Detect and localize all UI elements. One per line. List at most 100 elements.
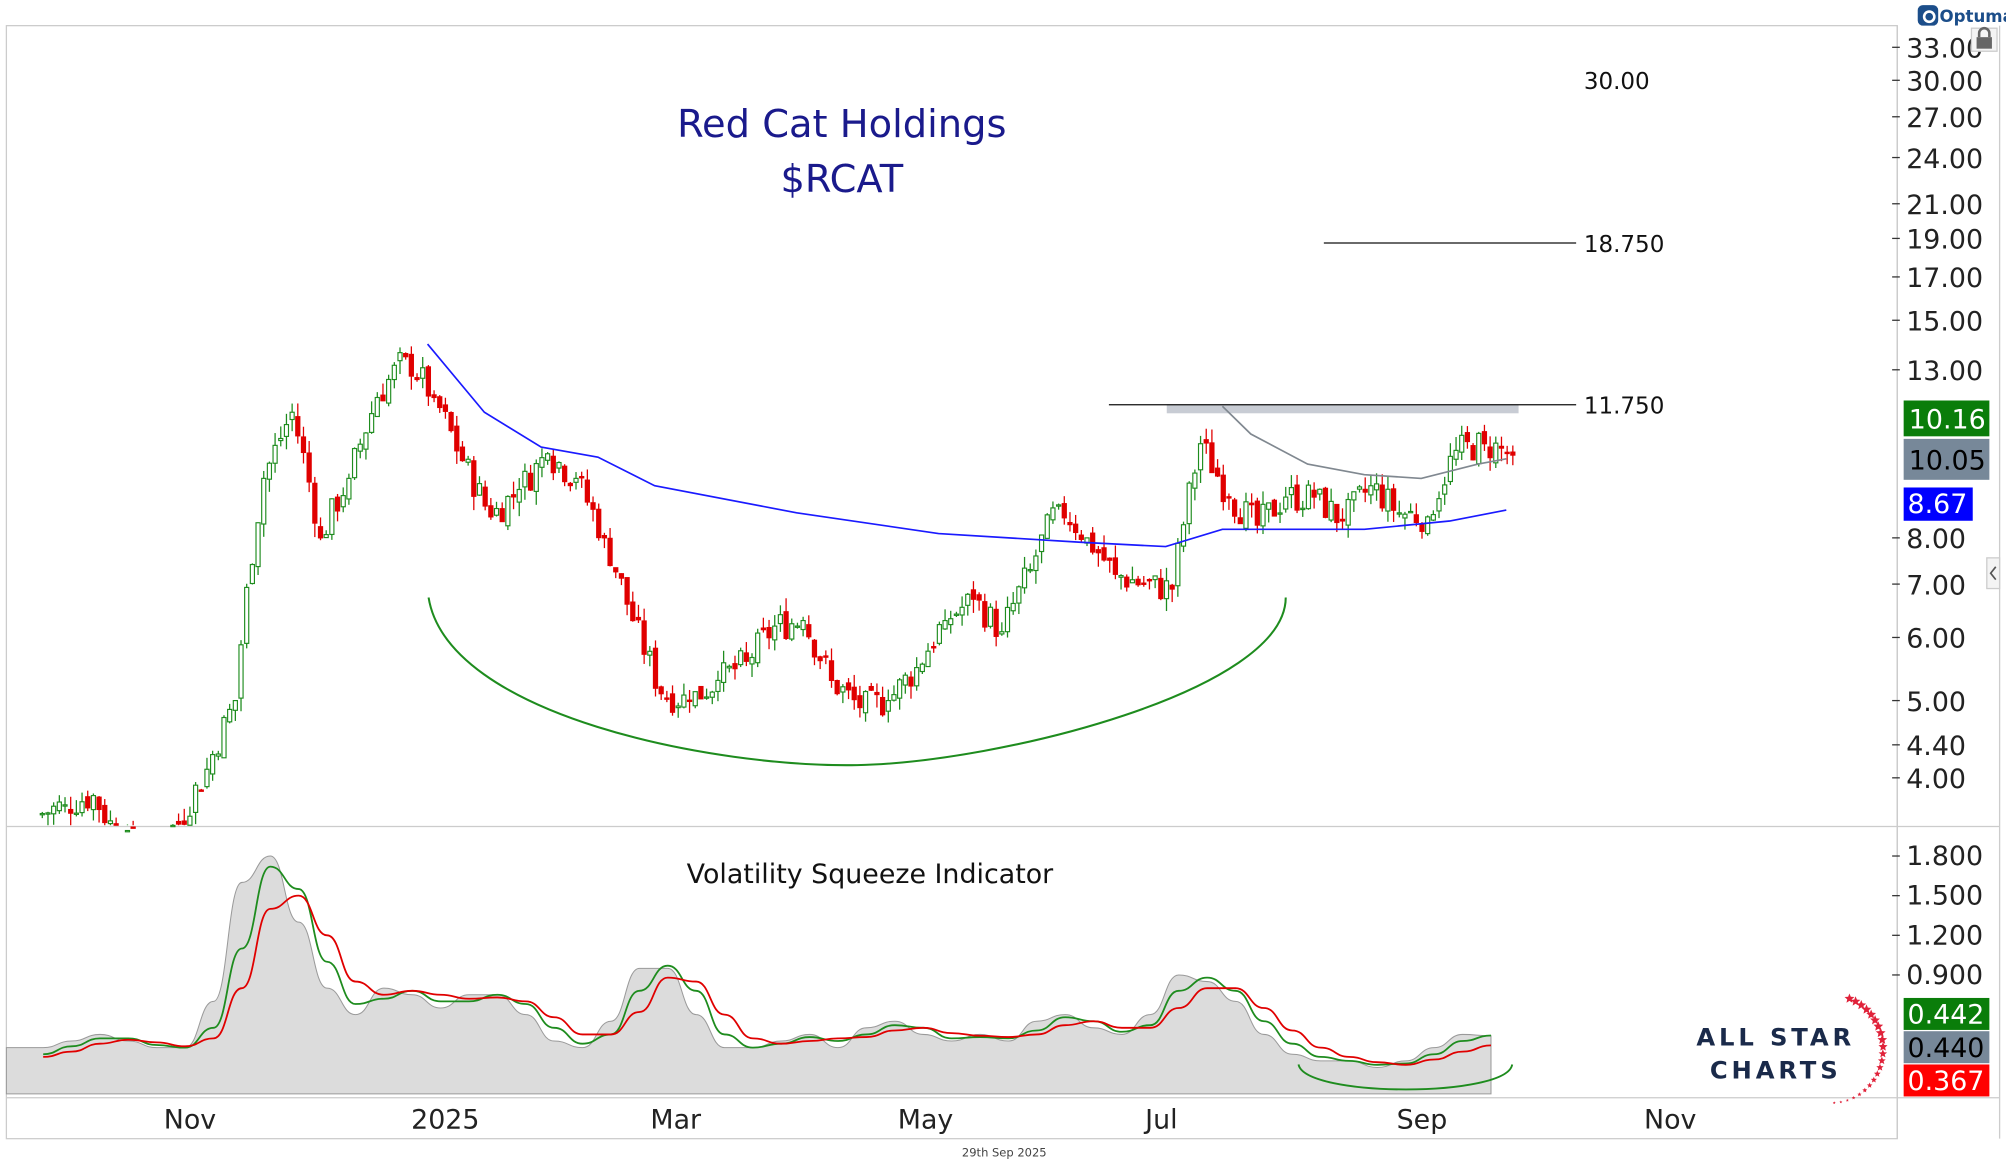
candle [255, 522, 261, 575]
candle-body [90, 795, 97, 811]
candle [1430, 510, 1436, 521]
svg-text:Optuma: Optuma [1939, 7, 2006, 26]
candle [437, 395, 443, 413]
candle-body [1044, 514, 1050, 539]
candle-body [1396, 512, 1402, 515]
candle [834, 679, 840, 696]
candle [102, 799, 108, 826]
candle-body [1351, 491, 1357, 501]
candle [238, 640, 244, 712]
candle [1453, 437, 1459, 466]
candle [1436, 491, 1442, 519]
svg-text:10.16: 10.16 [1909, 405, 1986, 436]
candle-body [948, 618, 954, 626]
candle [493, 501, 500, 517]
candle [420, 356, 426, 389]
candle [175, 813, 182, 826]
candle [1464, 426, 1471, 449]
candle [1294, 474, 1300, 514]
candle [562, 464, 568, 487]
candle [317, 517, 324, 541]
candle-body [1379, 484, 1385, 509]
candle-body [1226, 496, 1232, 499]
candle [868, 682, 874, 692]
candle-body [709, 691, 715, 698]
candle-body [289, 411, 295, 421]
candle [709, 690, 715, 705]
candle-body [368, 413, 375, 433]
candle [948, 610, 954, 634]
candle [113, 817, 119, 826]
candle-body [601, 535, 608, 539]
candle [1368, 475, 1374, 505]
svg-text:8.67: 8.67 [1907, 489, 1967, 520]
candle-body [556, 461, 562, 469]
candle [272, 433, 278, 473]
candle [953, 611, 960, 617]
candle-body [1141, 582, 1147, 585]
candle [1493, 436, 1499, 468]
candle-body [1073, 523, 1079, 534]
candle-body [175, 820, 182, 825]
candle-body [130, 826, 136, 829]
candle [1283, 486, 1289, 513]
candle-body [1436, 498, 1442, 512]
candle-body [1016, 586, 1022, 604]
candle-body [1402, 513, 1408, 519]
month-label: Nov [1644, 1104, 1697, 1135]
candle-body [516, 488, 522, 503]
candle-body [1249, 502, 1255, 506]
candle [1124, 574, 1130, 592]
candle-body [760, 627, 766, 631]
candle [1203, 428, 1209, 454]
candle [45, 811, 51, 826]
candle [204, 757, 210, 789]
candle-body [1447, 455, 1453, 483]
candle [227, 703, 233, 724]
candle-body [232, 700, 238, 711]
candle-body [1294, 484, 1300, 511]
candle-body [1067, 522, 1073, 526]
collapse-panel-button[interactable] [1986, 557, 2001, 590]
candlesticks [39, 346, 1516, 833]
candle-body [743, 652, 749, 662]
candle-body [908, 676, 914, 687]
candle [482, 480, 488, 511]
candle [823, 650, 829, 665]
candle-body [192, 784, 199, 813]
candle [459, 441, 466, 462]
candle [1481, 424, 1488, 451]
candle [1277, 502, 1283, 523]
level-label: 30.00 [1584, 69, 1650, 95]
candle-body [431, 394, 437, 399]
candle-body [1209, 442, 1215, 474]
star-icon [1856, 999, 1867, 1010]
star-icon [1877, 1056, 1886, 1065]
candle-body [1243, 501, 1249, 529]
candle [62, 797, 68, 813]
candle [1169, 583, 1175, 603]
month-label: Sep [1397, 1104, 1448, 1135]
candle-body [403, 352, 409, 358]
candle-body [1146, 578, 1153, 582]
candle-body [317, 526, 324, 539]
candle [726, 664, 732, 673]
candle-body [346, 477, 352, 500]
candle-body [1186, 482, 1192, 525]
candle [300, 426, 307, 464]
candle [391, 362, 397, 389]
candle [715, 670, 721, 702]
candle [743, 642, 749, 667]
candle [1027, 563, 1033, 574]
candle-body [283, 423, 290, 437]
lock-icon[interactable] [1970, 27, 1998, 52]
star-icon [1873, 1070, 1881, 1077]
candle [124, 824, 131, 833]
candle [283, 413, 290, 450]
candle [198, 788, 204, 792]
candle [340, 487, 346, 513]
candle-body [1095, 549, 1101, 554]
candle-body [414, 377, 420, 381]
candle-body [1033, 555, 1039, 572]
candle [431, 390, 437, 403]
